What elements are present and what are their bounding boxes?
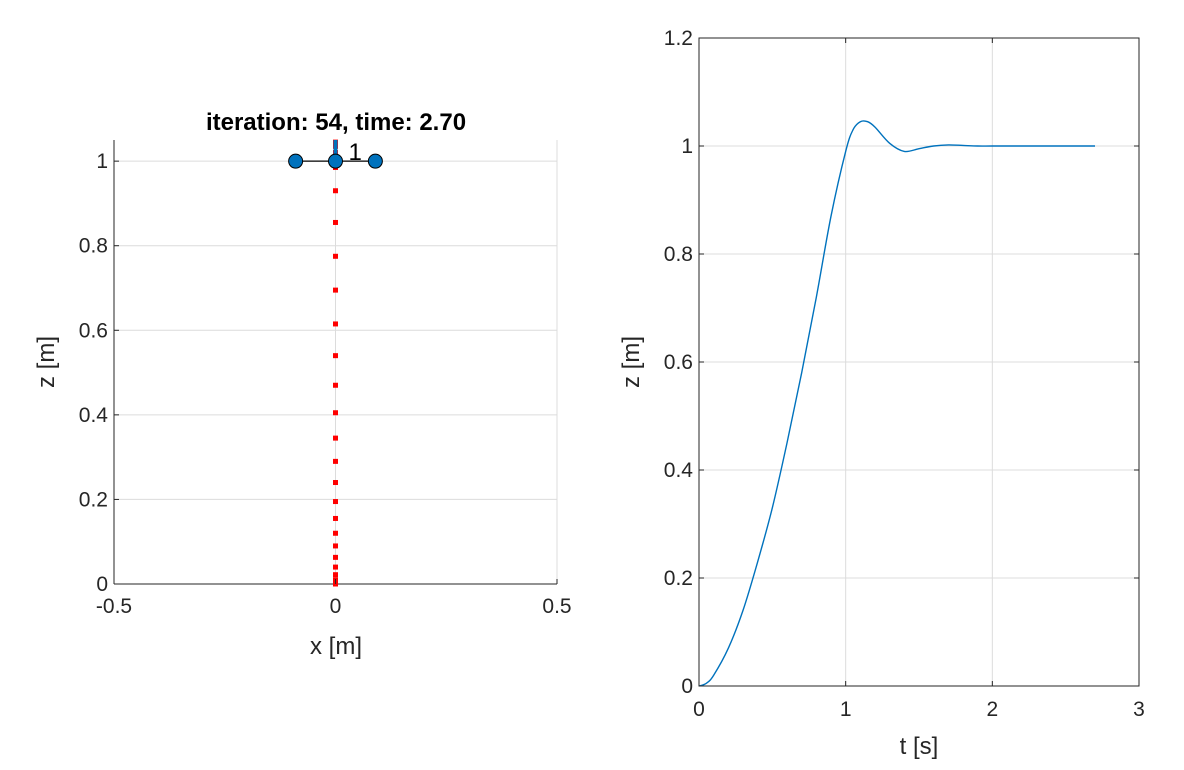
left-y-tick-label: 0.4 (79, 404, 109, 427)
left-y-tick-label: 1 (96, 150, 108, 173)
left-ticks: -0.5 0 0.500.20.40.60.81 (79, 150, 572, 618)
right-x-tick-label: 3 (1133, 698, 1145, 721)
right-y-tick-label: 1.2 (664, 27, 693, 50)
right-ticks: 0 1 2 3 0 0.2 0.4 0.6 0.8 1 1.2 (664, 27, 1145, 721)
trajectory-point (333, 353, 338, 359)
right-y-tick-label: 0.8 (664, 243, 693, 266)
trajectory-point (333, 253, 338, 259)
trajectory-point (333, 499, 338, 505)
right-y-tick-label: 0 (681, 675, 693, 698)
series-z-vs-time (698, 120, 1095, 687)
left-axes: 1 -0.5 0 0.500.20.40.60.81 iteration: 54, … (33, 109, 572, 660)
trajectory-point (333, 515, 338, 521)
left-y-tick-label: 0.8 (79, 235, 108, 258)
right-series-line (698, 120, 1095, 687)
right-y-axis-label: z [m] (618, 336, 645, 388)
left-x-axis-label: x [m] (310, 633, 362, 660)
trajectory-point (333, 564, 338, 570)
trajectory-point (333, 410, 338, 416)
trajectory-point (333, 554, 338, 560)
left-x-tick-label: 0 (330, 595, 342, 618)
right-x-axis-label: t [s] (900, 733, 939, 760)
right-y-tick-label: 0.6 (664, 351, 693, 374)
left-y-tick-label: 0.6 (79, 319, 108, 342)
left-vehicle: 1 (288, 139, 383, 169)
vehicle-rotor (288, 153, 304, 169)
vehicle-label: 1 (349, 139, 362, 166)
trajectory-point (333, 287, 338, 293)
trajectory-point (333, 219, 338, 225)
left-y-axis-label: z [m] (33, 336, 60, 388)
trajectory-point (333, 530, 338, 536)
trajectory-point (333, 321, 338, 327)
left-y-tick-label: 0 (96, 573, 108, 596)
right-x-tick-label: 0 (693, 698, 705, 721)
trajectory-point (333, 435, 338, 441)
trajectory-point (333, 480, 338, 486)
left-x-tick-label: -0.5 (96, 595, 132, 618)
right-grid (698, 37, 1140, 687)
left-y-tick-label: 0.2 (79, 488, 108, 511)
left-chart-title: iteration: 54, time: 2.70 (206, 109, 466, 136)
right-x-tick-label: 1 (840, 698, 852, 721)
vehicle-rotor (328, 153, 343, 169)
right-y-tick-label: 0.2 (664, 567, 693, 590)
trajectory-point (333, 572, 338, 578)
right-y-tick-label: 0.4 (664, 459, 694, 482)
right-x-tick-label: 2 (986, 698, 998, 721)
right-y-tick-label: 1 (681, 135, 693, 158)
trajectory-point (333, 382, 338, 388)
trajectory-point (333, 458, 338, 464)
trajectory-point (333, 543, 338, 549)
left-x-tick-label: 0.5 (542, 595, 571, 618)
trajectory-point (333, 188, 338, 194)
right-axes: 0 1 2 3 0 0.2 0.4 0.6 0.8 1 1.2 t [s] z [m] (618, 27, 1145, 760)
vehicle-rotor (367, 153, 383, 169)
